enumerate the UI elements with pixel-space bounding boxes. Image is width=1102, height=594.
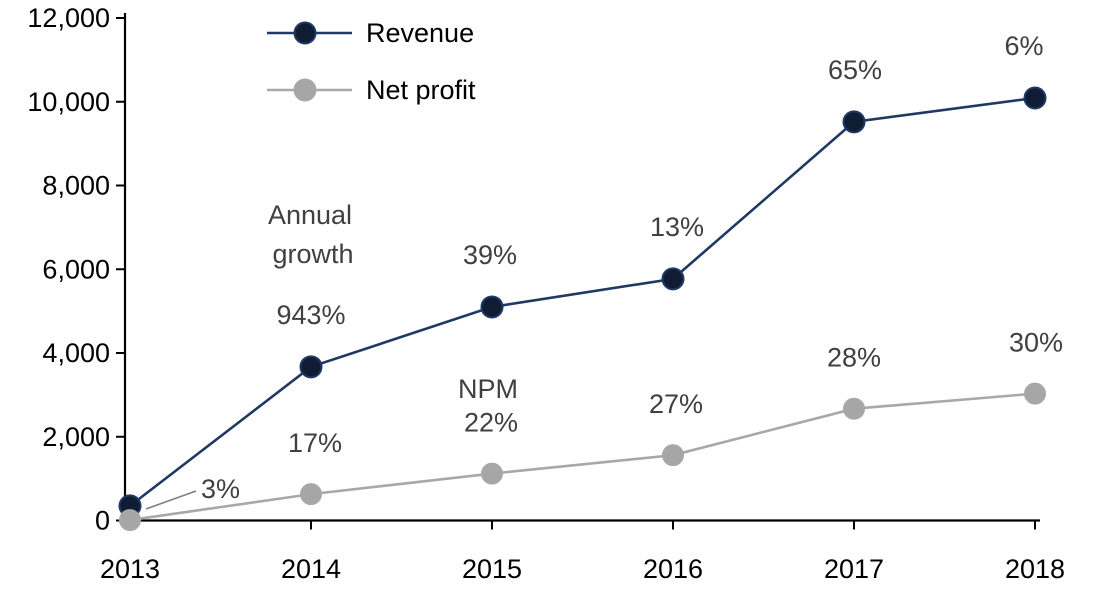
revenue-marker: [661, 267, 685, 291]
netprofit-marker: [119, 509, 141, 532]
npm-label: 28%: [827, 343, 881, 373]
x-tick-label: 2017: [824, 554, 884, 584]
netprofit-marker: [300, 483, 322, 506]
x-tick-label: 2018: [1005, 554, 1065, 584]
revenue-line: [129, 96, 1036, 507]
annual-growth-title-line2: growth: [272, 239, 353, 269]
revenue-growth-label: 39%: [463, 240, 517, 270]
npm-label: 17%: [288, 428, 342, 458]
npm-callout-label: 3%: [201, 474, 240, 504]
y-tick-label: 10,000: [27, 87, 110, 117]
revenue-marker: [480, 295, 504, 319]
annual-growth-title-line1: Annual: [268, 200, 352, 230]
npm-callout-line: [145, 490, 197, 510]
legend-label-revenue: Revenue: [366, 18, 474, 48]
y-tick-label: 0: [95, 506, 110, 536]
legend-label-netprofit: Net profit: [366, 75, 476, 105]
revenue-growth-label: 6%: [1004, 31, 1043, 61]
revenue-growth-label: 65%: [828, 55, 882, 85]
y-tick-label: 2,000: [42, 422, 110, 452]
netprofit-marker: [1024, 382, 1046, 405]
npm-label: 22%: [464, 408, 518, 438]
revenue-growth-label: 13%: [650, 212, 704, 242]
npm-title: NPM: [458, 374, 518, 404]
npm-label: 27%: [649, 389, 703, 419]
y-tick-label: 8,000: [42, 171, 110, 201]
y-tick-label: 4,000: [42, 338, 110, 368]
netprofit-marker: [843, 397, 865, 420]
revenue-growth-label: 943%: [276, 300, 345, 330]
npm-label: 30%: [1009, 328, 1063, 358]
revenue-marker: [842, 110, 866, 134]
x-tick-label: 2016: [643, 554, 703, 584]
y-tick-label: 12,000: [27, 3, 110, 33]
netprofit-line: [129, 392, 1036, 522]
revenue-marker: [299, 355, 323, 379]
legend-marker-netprofit: [293, 78, 317, 102]
x-tick-label: 2013: [100, 554, 160, 584]
y-tick-label: 6,000: [42, 254, 110, 284]
revenue-marker: [1023, 86, 1047, 110]
netprofit-marker: [481, 462, 503, 485]
legend-marker-revenue: [293, 21, 317, 45]
x-tick-label: 2015: [462, 554, 522, 584]
x-tick-label: 2014: [281, 554, 341, 584]
netprofit-marker: [662, 444, 684, 467]
